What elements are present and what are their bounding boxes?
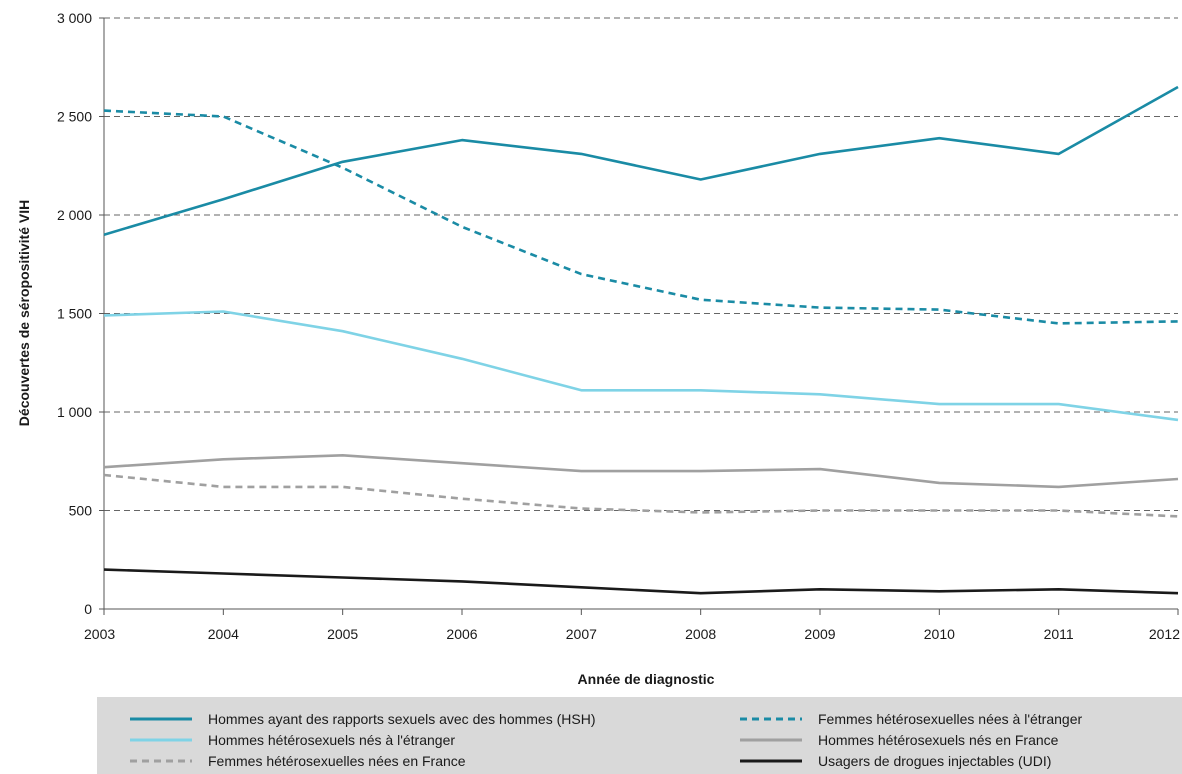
y-tick-label: 2 500	[57, 109, 92, 125]
legend-label: Hommes hétérosexuels nés à l'étranger	[208, 732, 455, 748]
x-tick-label: 2007	[566, 626, 597, 642]
y-tick-label: 1 000	[57, 404, 92, 420]
x-axis-title: Année de diagnostic	[578, 671, 715, 687]
series-line-2	[103, 109, 1179, 325]
x-tick-label: 2006	[446, 626, 477, 642]
series-line-6	[103, 568, 1179, 595]
x-tick-label: 2005	[327, 626, 358, 642]
y-tick-label: 2 000	[57, 207, 92, 223]
x-tick-label: 2003	[84, 626, 115, 642]
legend-items: Hommes ayant des rapports sexuels avec d…	[130, 711, 1082, 769]
y-axis-title: Découvertes de séropositivité VIH	[16, 200, 32, 426]
y-tick-label: 0	[84, 601, 92, 617]
legend-label: Femmes hétérosexuelles nées à l'étranger	[818, 711, 1082, 727]
y-tick-label: 3 000	[57, 10, 92, 26]
series-line-4	[103, 453, 1179, 489]
series-lines	[103, 85, 1179, 595]
legend-background	[97, 697, 1182, 774]
y-tick-label: 500	[69, 503, 93, 519]
x-tick-label: 2010	[924, 626, 955, 642]
legend-label: Hommes ayant des rapports sexuels avec d…	[208, 711, 595, 727]
x-tick-label: 2008	[685, 626, 716, 642]
y-tick-label: 1 500	[57, 306, 92, 322]
x-tick-label: 2012	[1149, 626, 1180, 642]
legend-label: Hommes hétérosexuels nés en France	[818, 732, 1059, 748]
x-tick-label: 2004	[208, 626, 239, 642]
x-tick-label: 2009	[804, 626, 835, 642]
series-line-1	[103, 85, 1179, 236]
series-line-3	[103, 310, 1179, 422]
x-tick-labels: 2003 2004 2005 2006 2007 2008 2009 2010 2011 2012	[84, 609, 1180, 642]
legend-label: Usagers de drogues injectables (UDI)	[818, 753, 1051, 769]
legend-label: Femmes hétérosexuelles nées en France	[208, 753, 466, 769]
y-tick-labels: 0 500 1 000 1 500 2 000 2 500 3 000	[57, 10, 104, 617]
legend: Hommes ayant des rapports sexuels avec d…	[97, 697, 1182, 774]
gridlines	[104, 17, 1178, 511]
x-tick-label: 2011	[1044, 626, 1074, 642]
